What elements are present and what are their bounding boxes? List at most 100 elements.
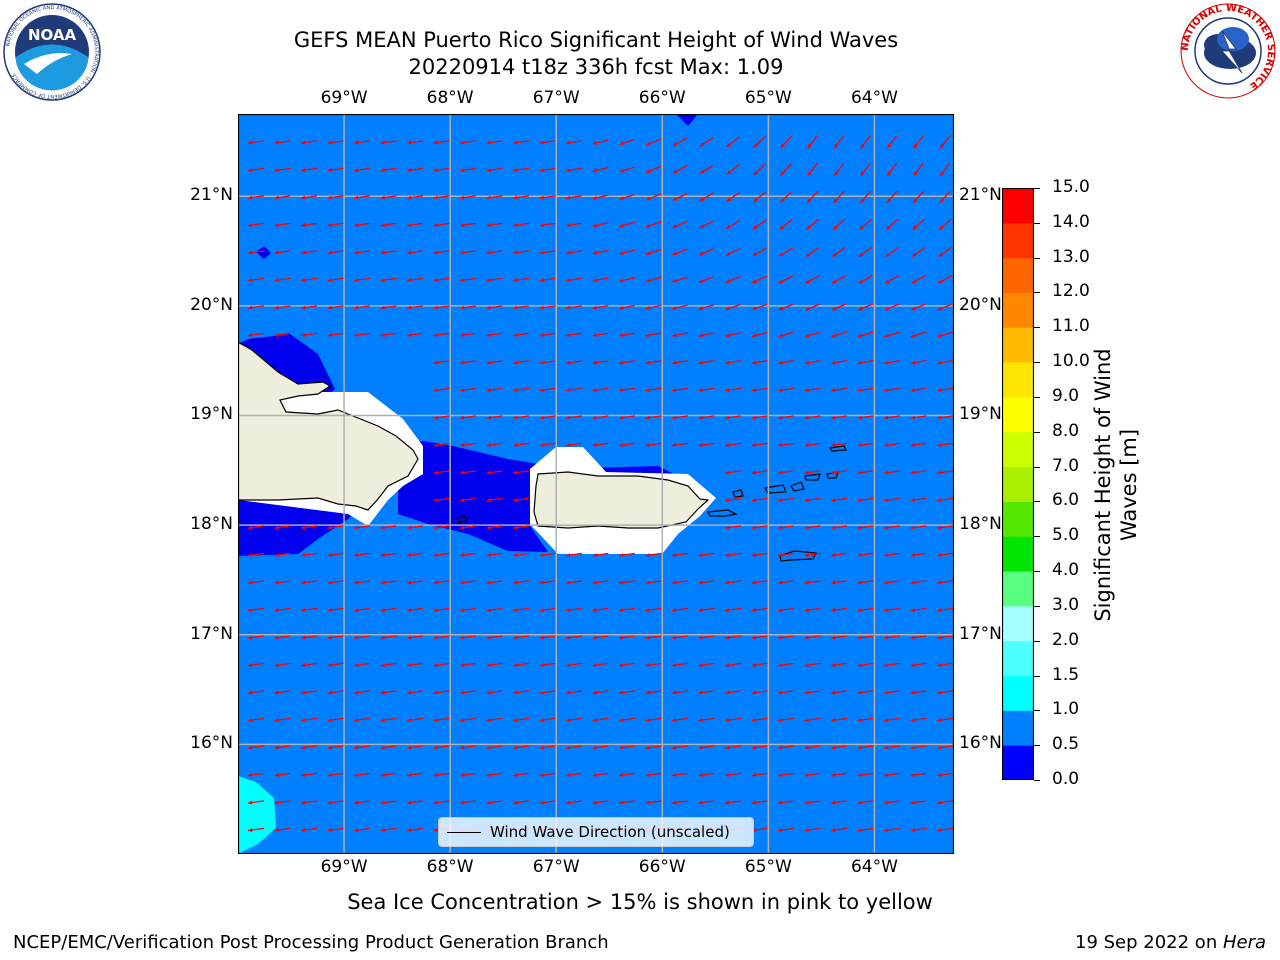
wave-direction-arrow (247, 772, 265, 777)
wave-direction-arrow (910, 662, 927, 667)
wave-direction-arrow (883, 497, 901, 502)
wave-direction-arrow (247, 607, 265, 612)
wave-1m-region-southwest (238, 776, 276, 854)
colorbar-block-6 (1002, 536, 1034, 572)
wave-direction-arrow (725, 360, 741, 365)
wave-direction-arrow (724, 525, 742, 530)
wave-direction-arrow (274, 305, 291, 310)
wave-direction-arrow (274, 635, 291, 640)
wave-direction-arrow (883, 745, 901, 750)
colorbar-tick-label: 0.5 (1052, 734, 1080, 755)
wave-direction-arrow (406, 717, 424, 722)
wave-direction-arrow (459, 607, 477, 612)
low-wave-spot-top (676, 114, 698, 126)
wave-direction-arrow (353, 690, 371, 695)
wave-direction-arrow (618, 387, 636, 392)
wave-direction-arrow (804, 580, 821, 585)
wave-direction-arrow (539, 332, 556, 337)
wave-direction-arrow (380, 195, 397, 200)
wave-direction-arrow (804, 359, 821, 365)
wave-direction-arrow (883, 690, 901, 695)
wave-direction-arrow (777, 607, 795, 612)
wave-direction-arrow (859, 218, 872, 231)
wave-direction-arrow (353, 167, 371, 172)
wave-direction-arrow (936, 827, 954, 832)
wave-direction-arrow (539, 772, 556, 777)
wave-direction-arrow (645, 717, 662, 722)
wave-direction-arrow (539, 607, 556, 612)
wave-direction-arrow (751, 772, 768, 777)
wave-direction-arrow (780, 163, 792, 176)
wave-direction-arrow (619, 166, 635, 173)
wave-direction-arrow (406, 607, 424, 612)
wave-direction-arrow (830, 827, 848, 832)
wave-direction-arrow (618, 717, 636, 722)
wave-direction-arrow (353, 827, 371, 832)
wave-direction-arrow (698, 662, 715, 667)
wave-direction-arrow (726, 191, 740, 203)
wave-direction-arrow (883, 387, 901, 392)
wave-direction-arrow (247, 662, 265, 667)
wave-direction-arrow (751, 745, 768, 750)
wave-direction-arrow (751, 690, 768, 695)
wave-direction-arrow (459, 525, 477, 530)
wave-direction-arrow (512, 277, 530, 282)
land-st-croix (779, 550, 817, 562)
wave-direction-arrow (883, 552, 901, 557)
wave-direction-arrow (486, 662, 503, 667)
wave-direction-arrow (300, 690, 318, 695)
wave-direction-arrow (724, 745, 742, 750)
colorbar-tick-label: 8.0 (1052, 420, 1080, 441)
wave-direction-arrow (406, 662, 424, 667)
wave-direction-arrow (751, 303, 768, 311)
wave-direction-arrow (247, 800, 265, 805)
wave-direction-arrow (592, 800, 609, 805)
wave-direction-arrow (592, 249, 609, 255)
wave-direction-arrow (512, 140, 530, 145)
footer-credit: NCEP/EMC/Verification Post Processing Pr… (13, 932, 609, 953)
wave-direction-arrow (804, 690, 821, 695)
legend-label: Wind Wave Direction (unscaled) (490, 823, 730, 841)
wave-direction-arrow (353, 552, 371, 557)
wave-direction-arrow (512, 305, 530, 310)
wave-direction-arrow (300, 772, 318, 777)
colorbar-tick-label: 3.0 (1052, 594, 1080, 615)
lon-label-top-1: 68°W (426, 88, 474, 108)
wave-direction-arrow (698, 745, 715, 750)
wave-direction-arrow (777, 552, 795, 557)
wave-direction-arrow (671, 442, 689, 447)
wave-direction-arrow (592, 387, 609, 392)
wave-direction-arrow (406, 332, 424, 337)
wave-direction-arrow (618, 745, 636, 750)
colorbar-title: Significant Height of Wind Waves [m] (1090, 348, 1142, 621)
colorbar-block-4 (1002, 605, 1034, 642)
wave-direction-arrow (936, 662, 954, 667)
wave-direction-arrow (433, 305, 450, 310)
wave-direction-arrow (459, 222, 477, 227)
land-tortola (804, 473, 821, 481)
wave-direction-arrow (433, 635, 450, 640)
colorbar-tick-label: 1.5 (1052, 664, 1080, 685)
wave-direction-arrow (645, 635, 662, 640)
wave-direction-arrow (592, 360, 609, 365)
lat-label-left-3: 18°N (190, 514, 233, 535)
wave-direction-arrow (858, 275, 873, 284)
wave-direction-arrow (380, 580, 397, 585)
wave-direction-arrow (539, 745, 556, 750)
wave-direction-arrow (806, 190, 819, 204)
wave-direction-arrow (565, 222, 583, 228)
wave-direction-arrow (804, 470, 821, 475)
wave-direction-arrow (777, 635, 795, 640)
wave-direction-arrow (486, 305, 503, 310)
wave-direction-arrow (777, 827, 795, 832)
wave-direction-arrow (830, 497, 848, 502)
wave-direction-arrow (910, 359, 927, 365)
wave-direction-arrow (936, 442, 954, 447)
wave-direction-arrow (486, 635, 503, 640)
colorbar-block-8 (1002, 466, 1034, 502)
wave-direction-arrow (486, 250, 503, 255)
wave-direction-arrow (486, 607, 503, 612)
wave-direction-arrow (539, 387, 556, 392)
wave-direction-arrow (645, 360, 662, 365)
wave-direction-arrow (592, 139, 609, 145)
